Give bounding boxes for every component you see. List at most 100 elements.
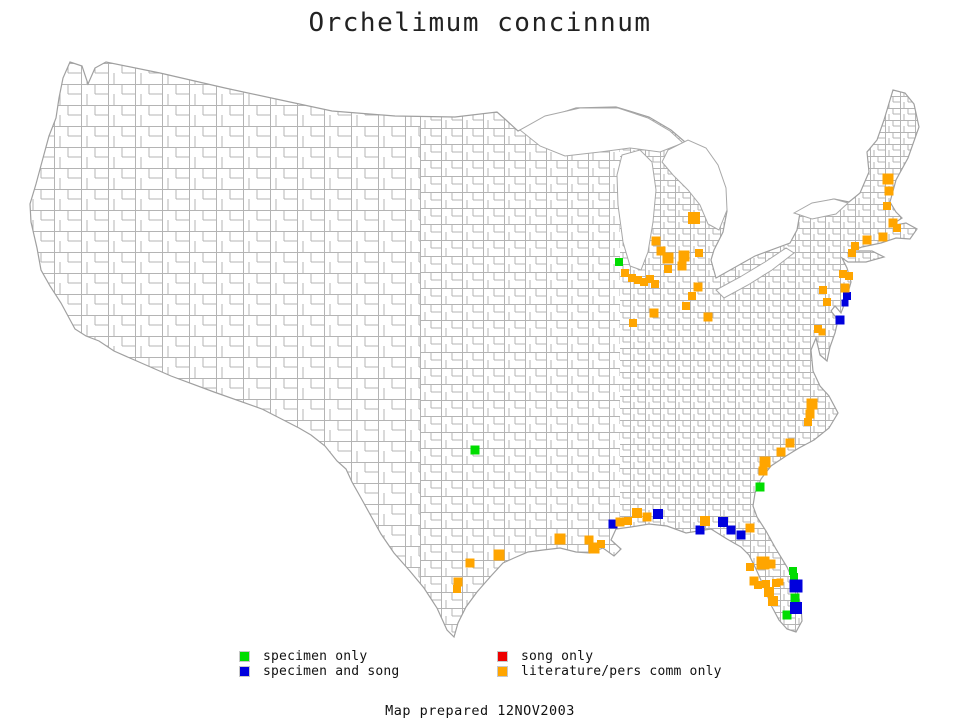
- county-record-marker-literature_pers_comm_only: [640, 278, 648, 286]
- lake-erie-shape: [715, 247, 795, 299]
- county-record-marker-literature_pers_comm_only: [823, 298, 831, 306]
- county-record-marker-literature_pers_comm_only: [840, 283, 850, 293]
- county-record-marker-literature_pers_comm_only: [453, 577, 463, 587]
- county-record-marker-literature_pers_comm_only: [806, 398, 818, 410]
- county-record-marker-literature_pers_comm_only: [703, 312, 713, 322]
- county-record-marker-literature_pers_comm_only: [651, 236, 661, 246]
- county-record-marker-literature_pers_comm_only: [776, 447, 786, 457]
- county-record-marker-specimen_only: [790, 593, 800, 603]
- county-record-marker-literature_pers_comm_only: [688, 212, 700, 224]
- specimen-only-swatch: [239, 651, 250, 662]
- county-record-marker-literature_pers_comm_only: [839, 270, 847, 278]
- legend-label: specimen and song: [263, 664, 400, 679]
- county-record-marker-specimen_and_song: [790, 602, 802, 614]
- county-record-marker-literature_pers_comm_only: [621, 269, 629, 277]
- county-record-marker-literature_pers_comm_only: [628, 274, 636, 282]
- county-record-marker-literature_pers_comm_only: [845, 272, 853, 280]
- county-record-marker-literature_pers_comm_only: [776, 578, 784, 586]
- county-record-marker-literature_pers_comm_only: [818, 328, 826, 336]
- county-record-marker-literature_pers_comm_only: [584, 535, 594, 545]
- county-record-marker-specimen_only: [615, 258, 623, 266]
- county-record-marker-literature_pers_comm_only: [624, 517, 632, 525]
- county-record-marker-literature_pers_comm_only: [588, 542, 600, 554]
- county-record-marker-literature_pers_comm_only: [756, 556, 770, 570]
- county-record-marker-literature_pers_comm_only: [883, 202, 891, 210]
- county-record-marker-literature_pers_comm_only: [651, 280, 659, 288]
- county-record-marker-specimen_only: [782, 610, 792, 620]
- county-record-marker-specimen_and_song: [789, 579, 803, 593]
- county-record-marker-literature_pers_comm_only: [805, 409, 815, 419]
- county-record-marker-literature_pers_comm_only: [768, 596, 778, 606]
- county-record-marker-specimen_only: [470, 445, 480, 455]
- county-record-marker-literature_pers_comm_only: [629, 319, 637, 327]
- legend-item-song-only: song only: [497, 650, 593, 663]
- county-record-marker-literature_pers_comm_only: [634, 276, 642, 284]
- legend-label: literature/pers comm only: [521, 664, 722, 679]
- county-record-marker-literature_pers_comm_only: [785, 438, 795, 448]
- county-record-marker-specimen_and_song: [653, 509, 663, 519]
- lake-ontario-shape: [792, 198, 849, 220]
- literature-pers-comm-swatch: [497, 666, 508, 677]
- county-record-marker-literature_pers_comm_only: [882, 173, 894, 185]
- county-record-marker-literature_pers_comm_only: [664, 265, 672, 273]
- county-record-marker-literature_pers_comm_only: [677, 261, 687, 271]
- county-record-marker-literature_pers_comm_only: [772, 579, 780, 587]
- county-record-marker-literature_pers_comm_only: [656, 246, 666, 256]
- county-record-marker-literature_pers_comm_only: [465, 558, 475, 568]
- lake-michigan-shape: [616, 149, 657, 271]
- county-record-marker-literature_pers_comm_only: [695, 249, 703, 257]
- county-record-marker-specimen_and_song: [695, 525, 705, 535]
- county-record-marker-literature_pers_comm_only: [700, 516, 710, 526]
- county-record-marker-literature_pers_comm_only: [632, 508, 642, 518]
- great-lakes: [519, 107, 849, 299]
- county-record-marker-literature_pers_comm_only: [493, 549, 505, 561]
- record-markers-layer: [453, 173, 901, 620]
- county-record-marker-specimen_and_song: [843, 292, 851, 300]
- legend-item-specimen-only: specimen only: [239, 650, 367, 663]
- county-record-marker-literature_pers_comm_only: [862, 235, 872, 245]
- legend-label: specimen only: [263, 649, 368, 664]
- county-record-marker-literature_pers_comm_only: [804, 418, 812, 426]
- county-record-marker-literature_pers_comm_only: [764, 587, 774, 597]
- county-record-marker-specimen_and_song: [736, 530, 746, 540]
- county-record-marker-literature_pers_comm_only: [642, 512, 652, 522]
- county-record-marker-literature_pers_comm_only: [649, 308, 659, 318]
- county-record-marker-literature_pers_comm_only: [819, 286, 827, 294]
- legend-item-specimen-and-song: specimen and song: [239, 665, 399, 678]
- county-record-marker-specimen_and_song: [608, 519, 618, 529]
- county-record-marker-specimen_only: [790, 573, 798, 581]
- county-record-marker-literature_pers_comm_only: [758, 466, 768, 476]
- county-record-marker-literature_pers_comm_only: [893, 224, 901, 232]
- county-record-marker-literature_pers_comm_only: [745, 523, 755, 533]
- county-record-marker-literature_pers_comm_only: [453, 585, 461, 593]
- county-record-marker-literature_pers_comm_only: [554, 533, 566, 545]
- county-record-marker-literature_pers_comm_only: [878, 232, 888, 242]
- page-title: Orchelimum concinnum: [308, 8, 652, 38]
- county-record-marker-literature_pers_comm_only: [646, 275, 654, 283]
- county-record-marker-specimen_and_song: [835, 315, 845, 325]
- us-outline: [29, 61, 920, 639]
- song-only-swatch: [497, 651, 508, 662]
- county-record-marker-literature_pers_comm_only: [888, 218, 898, 228]
- county-record-marker-literature_pers_comm_only: [662, 252, 674, 264]
- county-record-marker-literature_pers_comm_only: [884, 186, 894, 196]
- county-record-marker-literature_pers_comm_only: [693, 282, 703, 292]
- county-record-marker-literature_pers_comm_only: [848, 249, 856, 257]
- county-record-marker-literature_pers_comm_only: [759, 456, 771, 468]
- county-record-marker-literature_pers_comm_only: [678, 250, 690, 262]
- county-record-marker-specimen_and_song: [726, 525, 736, 535]
- county-record-marker-specimen_and_song: [718, 517, 728, 527]
- county-record-marker-literature_pers_comm_only: [746, 563, 754, 571]
- county-record-marker-specimen_only: [755, 482, 765, 492]
- legend-label: song only: [521, 649, 594, 664]
- county-record-marker-literature_pers_comm_only: [851, 242, 859, 250]
- county-record-marker-specimen_only: [789, 567, 797, 575]
- map-prepared-caption: Map prepared 12NOV2003: [385, 703, 575, 719]
- county-record-marker-literature_pers_comm_only: [688, 292, 696, 300]
- county-record-marker-literature_pers_comm_only: [615, 517, 625, 527]
- county-record-marker-literature_pers_comm_only: [597, 540, 605, 548]
- county-record-marker-specimen_and_song: [841, 299, 849, 307]
